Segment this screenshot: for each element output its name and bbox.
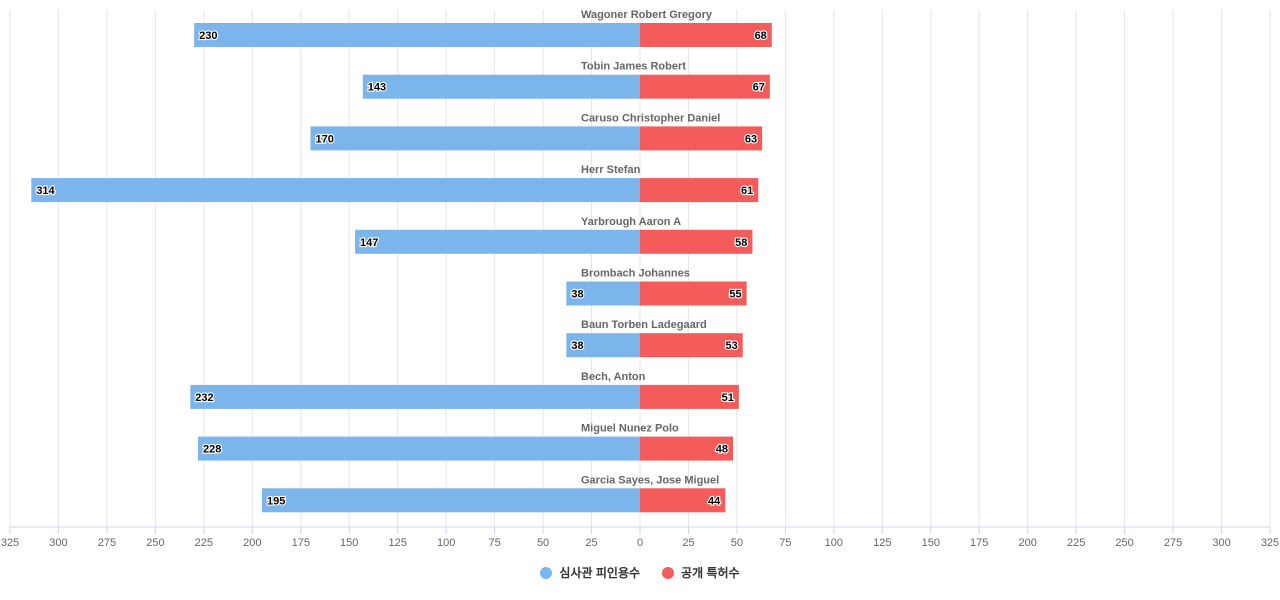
x-tick-label: 275	[1164, 537, 1182, 549]
bar-citations	[194, 23, 640, 47]
x-tick-label: 125	[389, 537, 407, 549]
data-label-citations: 195	[267, 495, 285, 507]
data-label-citations: 232	[195, 392, 213, 404]
bar-patents	[640, 281, 747, 306]
chart-legend: 심사관 피인용수 공개 특허수	[0, 564, 1280, 581]
bar-patents	[640, 488, 726, 513]
legend-swatch-citations	[540, 566, 553, 579]
data-label-patents: 68	[755, 30, 767, 42]
legend-label-citations: 심사관 피인용수	[559, 566, 641, 580]
bar-patents	[640, 436, 734, 461]
data-label-patents: 48	[716, 444, 728, 456]
x-tick-label: 175	[970, 537, 988, 549]
x-tick-label: 175	[292, 537, 310, 549]
data-label-patents: 51	[722, 392, 734, 404]
legend-swatch-patents	[662, 566, 675, 579]
bar-citations	[566, 333, 640, 358]
data-label-citations: 143	[368, 82, 386, 94]
x-tick-label: 100	[437, 537, 455, 549]
data-label-patents: 44	[708, 495, 721, 507]
bar-citations	[262, 488, 640, 513]
data-label-patents: 55	[729, 289, 741, 301]
category-label: Herr Stefan	[581, 164, 641, 176]
category-label: Tobin James Robert	[581, 61, 686, 73]
data-label-patents: 53	[725, 340, 737, 352]
legend-item-citations[interactable]: 심사관 피인용수	[540, 564, 640, 581]
legend-item-patents[interactable]: 공개 특허수	[662, 564, 740, 581]
bar-patents	[640, 384, 739, 409]
x-tick-label: 100	[825, 537, 843, 549]
bar-patents	[640, 23, 772, 47]
data-label-patents: 63	[745, 133, 757, 145]
legend-label-patents: 공개 특허수	[681, 566, 740, 580]
x-tick-label: 75	[779, 537, 791, 549]
data-label-citations: 38	[571, 289, 583, 301]
bar-patents	[640, 126, 763, 151]
category-label: Yarbrough Aaron A	[581, 216, 681, 228]
x-tick-label: 300	[49, 537, 67, 549]
x-tick-label: 225	[195, 537, 213, 549]
bar-citations	[355, 229, 640, 254]
data-label-citations: 228	[203, 444, 221, 456]
x-tick-label: 150	[340, 537, 358, 549]
bar-citations	[566, 281, 640, 306]
x-tick-label: 75	[488, 537, 500, 549]
category-label: Baun Torben Ladegaard	[581, 319, 707, 331]
x-tick-label: 0	[637, 537, 643, 549]
data-label-patents: 67	[753, 82, 765, 94]
x-tick-label: 250	[1115, 537, 1133, 549]
bar-citations	[198, 436, 640, 461]
bar-patents	[640, 178, 759, 203]
data-label-citations: 230	[199, 30, 217, 42]
x-tick-label: 300	[1212, 537, 1230, 549]
bar-citations	[310, 126, 640, 151]
x-tick-label: 125	[873, 537, 891, 549]
x-tick-label: 150	[922, 537, 940, 549]
x-tick-label: 225	[1067, 537, 1085, 549]
bar-citations	[31, 178, 641, 203]
bar-patents	[640, 229, 753, 254]
category-label: Caruso Christopher Daniel	[581, 112, 720, 124]
category-label: Brombach Johannes	[581, 268, 690, 280]
bar-citations	[362, 74, 640, 99]
category-label: Miguel Nunez Polo	[581, 423, 679, 435]
x-tick-label: 250	[146, 537, 164, 549]
category-label: Garcia Sayes, Jose Miguel	[581, 474, 719, 486]
x-tick-label: 200	[243, 537, 261, 549]
data-label-citations: 38	[571, 340, 583, 352]
x-tick-label: 325	[1261, 537, 1279, 549]
data-label-patents: 58	[735, 237, 747, 249]
x-tick-label: 50	[537, 537, 549, 549]
category-label: Bech, Anton	[581, 371, 646, 383]
x-tick-label: 50	[731, 537, 743, 549]
x-tick-label: 200	[1019, 537, 1037, 549]
data-label-citations: 147	[360, 237, 378, 249]
x-tick-label: 275	[98, 537, 116, 549]
data-label-citations: 170	[315, 133, 333, 145]
bar-citations	[190, 384, 640, 409]
x-tick-label: 25	[682, 537, 694, 549]
data-label-patents: 61	[741, 185, 753, 197]
x-tick-label: 25	[585, 537, 597, 549]
bar-patents	[640, 74, 770, 99]
data-label-citations: 314	[36, 185, 55, 197]
bar-patents	[640, 333, 743, 358]
category-label: Wagoner Robert Gregory	[581, 9, 713, 21]
x-tick-label: 325	[1, 537, 19, 549]
